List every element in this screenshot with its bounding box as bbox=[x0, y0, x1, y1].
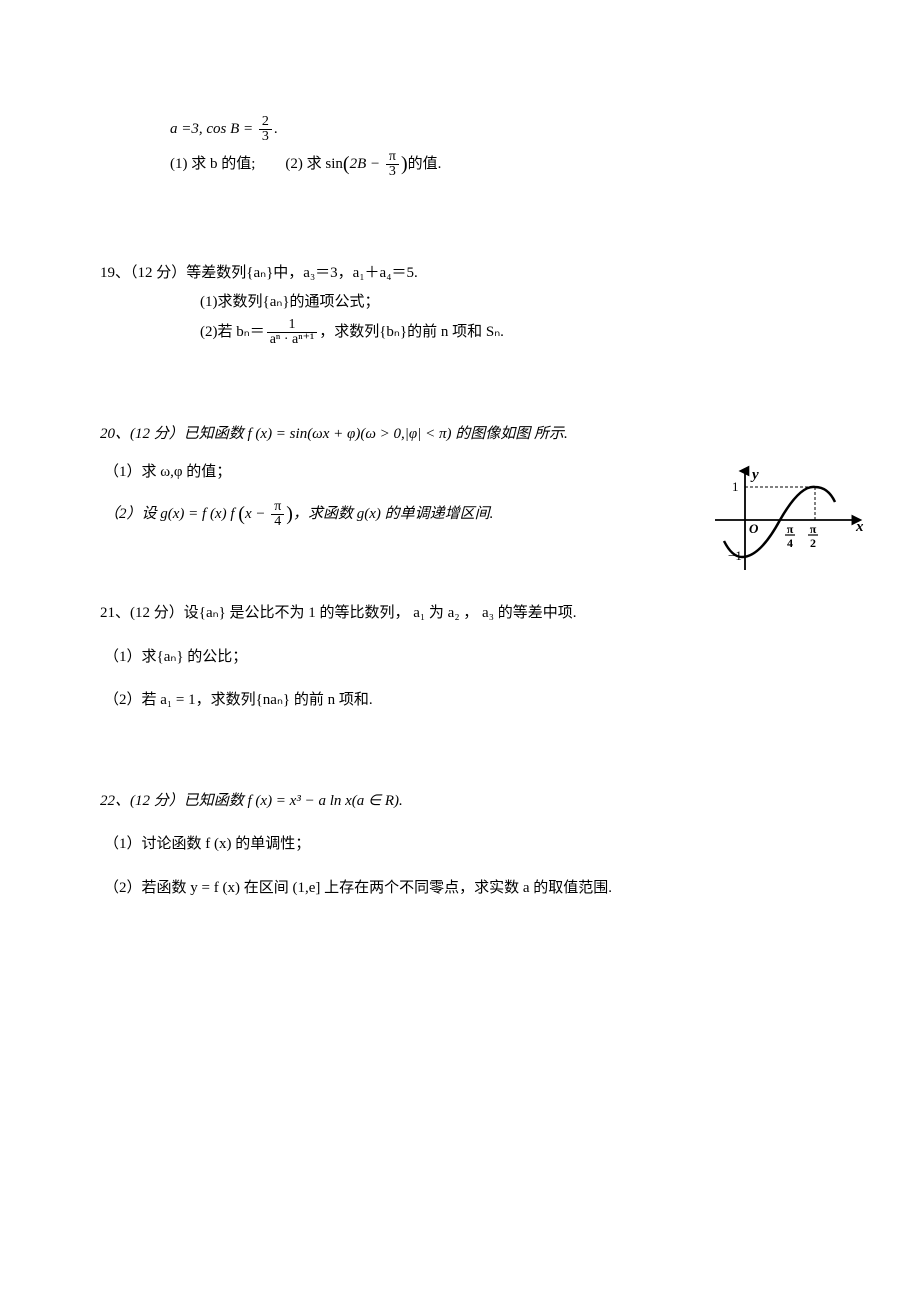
p18-part2: (2) 求 sin(2B − π 3 )的值. bbox=[285, 147, 441, 181]
y-max: 1 bbox=[732, 479, 739, 494]
p21-header: 21、(12 分）设{aₙ} 是公比不为 1 的等比数列， a₁ 为 a₂ ， … bbox=[100, 601, 875, 627]
p22-header: 22、(12 分）已知函数 f (x) = x³ − a ln x(a ∈ R)… bbox=[100, 789, 875, 815]
p21-part2: （2）若 a₁ = 1，求数列{naₙ} 的前 n 项和. bbox=[100, 688, 875, 714]
p22-part2: （2）若函数 y = f (x) 在区间 (1,e] 上存在两个不同零点，求实数… bbox=[100, 876, 875, 902]
xtick2-num: π bbox=[810, 522, 817, 536]
p18-part1: (1) 求 b 的值; bbox=[170, 152, 255, 178]
xtick1-num: π bbox=[787, 522, 794, 536]
p19-part2-frac: 1 aⁿ · aⁿ⁺¹ bbox=[267, 318, 318, 347]
p19-part1: (1)求数列{aₙ}的通项公式； bbox=[100, 290, 875, 316]
problem-18: a =3, cos B = 2 3 . (1) 求 b 的值; (2) 求 si… bbox=[100, 115, 875, 181]
p22-part1: （1）讨论函数 f (x) 的单调性； bbox=[100, 832, 875, 858]
p18-given-text: a =3, cos B = bbox=[170, 121, 253, 137]
origin: O bbox=[749, 521, 759, 536]
sine-graph: y x 1 −1 O π 4 π 2 bbox=[710, 465, 865, 575]
p18-given: a =3, cos B = 2 3 . bbox=[100, 115, 875, 144]
p19-part2: (2)若 bₙ＝ 1 aⁿ · aⁿ⁺¹ ，求数列{bₙ}的前 n 项和 Sₙ. bbox=[100, 318, 875, 347]
p20-part2-frac: π 4 bbox=[271, 500, 284, 529]
problem-22: 22、(12 分）已知函数 f (x) = x³ − a ln x(a ∈ R)… bbox=[100, 789, 875, 902]
problem-19: 19、（12 分）等差数列{aₙ}中，a₃＝3，a₁＋a₄＝5. (1)求数列{… bbox=[100, 261, 875, 347]
problem-21: 21、(12 分）设{aₙ} 是公比不为 1 的等比数列， a₁ 为 a₂ ， … bbox=[100, 601, 875, 714]
y-min: −1 bbox=[728, 548, 742, 563]
p18-subparts: (1) 求 b 的值; (2) 求 sin(2B − π 3 )的值. bbox=[100, 147, 875, 181]
p19-header: 19、（12 分）等差数列{aₙ}中，a₃＝3，a₁＋a₄＝5. bbox=[100, 261, 875, 287]
xtick1-den: 4 bbox=[787, 536, 793, 550]
p21-part1: （1）求{aₙ} 的公比； bbox=[100, 645, 875, 671]
x-label: x bbox=[855, 519, 864, 535]
p18-part2-frac: π 3 bbox=[386, 150, 399, 179]
p18-frac: 2 3 bbox=[259, 115, 272, 144]
graph-svg: y x 1 −1 O π 4 π 2 bbox=[710, 465, 865, 575]
y-label: y bbox=[750, 467, 759, 483]
p20-header: 20、(12 分）已知函数 f (x) = sin(ωx + φ)(ω > 0,… bbox=[100, 422, 875, 448]
sine-curve bbox=[724, 487, 835, 557]
xtick2-den: 2 bbox=[810, 536, 816, 550]
